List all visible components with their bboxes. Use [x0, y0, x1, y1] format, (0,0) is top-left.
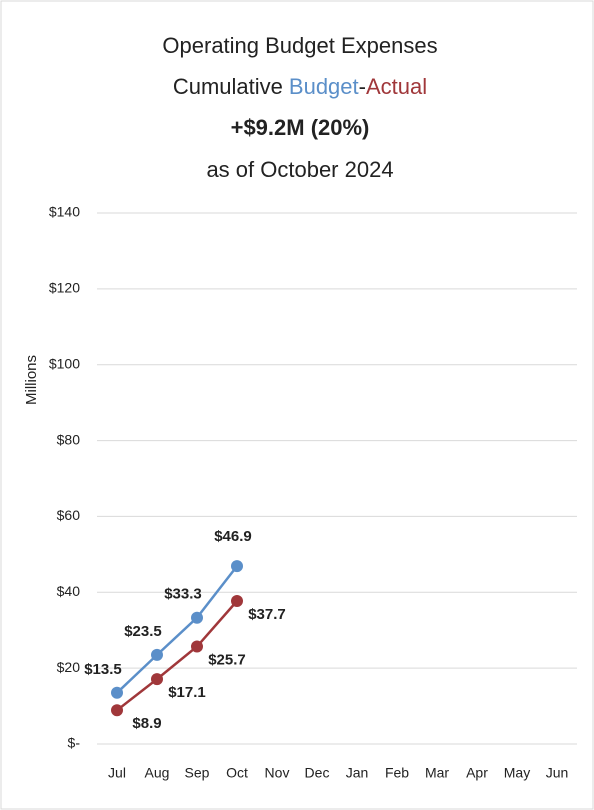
x-tick-label: Feb: [385, 765, 409, 781]
data-label: $13.5: [84, 661, 122, 678]
data-label: $37.7: [248, 606, 286, 623]
data-label: $33.3: [164, 586, 202, 603]
y-tick-label: $100: [49, 355, 80, 371]
chart-subtitle: Cumulative Budget-Actual: [173, 74, 427, 99]
y-axis-label: Millions: [23, 355, 40, 405]
data-point: [151, 673, 163, 686]
data-label: $8.9: [132, 715, 161, 732]
chart-headline: +$9.2M (20%): [231, 115, 370, 140]
data-point: [151, 648, 163, 661]
data-label: $17.1: [168, 684, 206, 701]
data-point: [231, 560, 243, 573]
x-tick-label: Sep: [185, 765, 210, 781]
series-line: [116, 565, 238, 694]
x-tick-label: Nov: [265, 765, 290, 781]
y-tick-label: $40: [57, 583, 81, 599]
data-point: [191, 640, 203, 653]
data-label: $46.9: [214, 528, 252, 545]
chart-date-note: as of October 2024: [206, 157, 393, 182]
data-point: [111, 704, 123, 717]
y-tick-label: $140: [49, 204, 80, 220]
legend-actual: Actual: [366, 74, 427, 99]
chart-title: Operating Budget Expenses: [162, 33, 437, 58]
y-tick-label: $80: [57, 431, 81, 447]
series-line: [116, 600, 238, 712]
y-tick-label: $120: [49, 280, 80, 296]
x-tick-label: Jan: [346, 765, 369, 781]
y-tick-label: $60: [57, 507, 81, 523]
x-tick-label: Jul: [108, 765, 126, 781]
y-tick-label: $-: [68, 735, 81, 751]
legend-budget: Budget: [289, 74, 359, 99]
data-point: [231, 595, 243, 608]
subtitle-text: Cumulative: [173, 74, 283, 99]
x-tick-label: Dec: [305, 765, 330, 781]
x-tick-label: Jun: [546, 765, 569, 781]
data-label: $23.5: [124, 623, 162, 640]
subtitle-separator: -: [359, 74, 366, 99]
data-point: [111, 686, 123, 699]
y-tick-label: $20: [57, 659, 81, 675]
x-tick-label: Mar: [425, 765, 449, 781]
x-tick-label: May: [504, 765, 530, 781]
x-tick-label: Aug: [145, 765, 170, 781]
x-tick-label: Oct: [226, 765, 248, 781]
data-point: [191, 611, 203, 624]
data-label: $25.7: [208, 651, 246, 668]
x-tick-label: Apr: [466, 765, 488, 781]
